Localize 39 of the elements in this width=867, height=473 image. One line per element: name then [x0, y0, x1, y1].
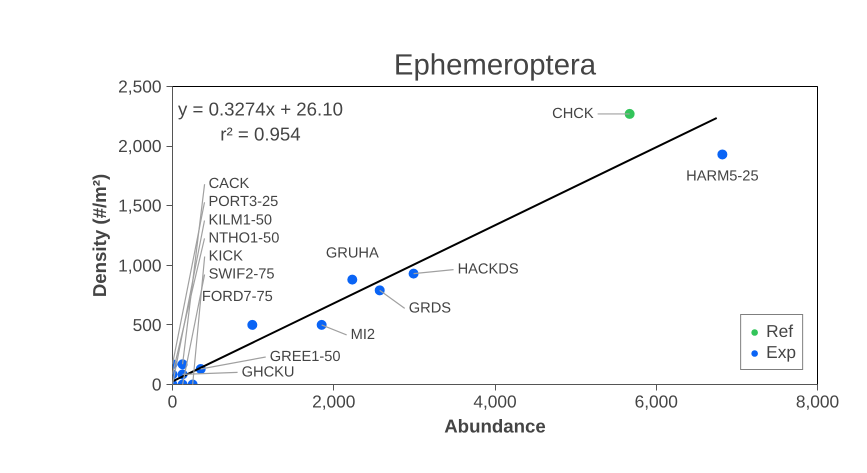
y-tick-label: 1,000	[118, 255, 162, 276]
y-tick-label: 2,000	[118, 136, 162, 156]
point	[624, 108, 635, 119]
x-axis-title: Abundance	[444, 416, 546, 436]
y-tick-label: 500	[132, 314, 162, 335]
point	[374, 285, 385, 296]
y-axis-title: Density (#/m²)	[89, 174, 110, 298]
legend-label: Exp	[766, 342, 796, 363]
chart-title: Ephemeroptera	[394, 48, 597, 82]
point	[347, 274, 358, 285]
annotation: GRUHA	[326, 246, 379, 262]
annotation: GRDS	[408, 300, 452, 316]
y-tick-label: 1,500	[118, 196, 162, 216]
annotation: FORD7-75	[202, 288, 273, 305]
annotation: NTHO1-50	[208, 230, 280, 246]
annotation: HACKDS	[458, 262, 519, 278]
annotation: PORT3-25	[208, 194, 278, 210]
y-tick-label: 2,500	[118, 76, 162, 96]
y-tick-label: 0	[152, 374, 162, 394]
x-tick-label: 6,000	[634, 392, 678, 412]
annotation: MI2	[350, 326, 376, 343]
annotation: y = 0.3274x + 26.10 r² = 0.954	[178, 98, 343, 145]
x-tick-label: 0	[168, 392, 178, 412]
x-tick-label: 2,000	[312, 392, 356, 412]
annotation: SWIF2-75	[208, 266, 275, 282]
x-tick-label: 4,000	[473, 392, 517, 412]
point	[316, 320, 327, 330]
annotation: KILM1-50	[208, 212, 272, 228]
annotation: CACK	[208, 176, 250, 192]
x-tick-label: 8,000	[796, 392, 840, 412]
annotation: GREE1-50	[270, 349, 341, 366]
annotation: KICK	[208, 248, 244, 264]
annotation: GHCKU	[242, 364, 295, 380]
legend-label: Ref	[766, 321, 794, 342]
annotation: HARM5-25	[686, 168, 759, 184]
annotation: CHCK	[552, 106, 594, 122]
point	[247, 320, 258, 330]
point	[717, 149, 728, 160]
point	[408, 268, 419, 279]
